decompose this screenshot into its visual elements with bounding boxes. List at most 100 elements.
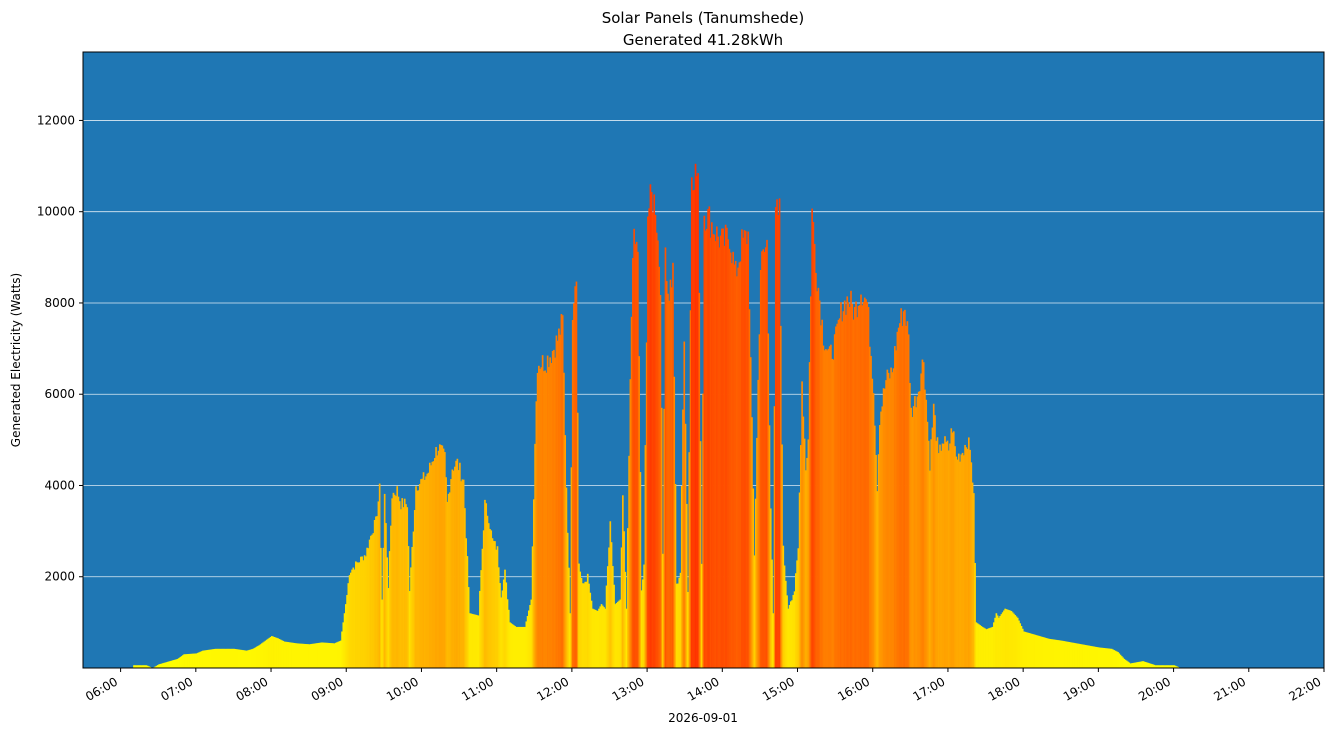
power-bar: [586, 573, 589, 668]
power-bar: [941, 443, 944, 668]
power-bar: [284, 641, 287, 668]
power-bar: [232, 648, 234, 668]
power-bar: [911, 417, 914, 668]
power-bar: [751, 417, 753, 668]
power-bar: [439, 444, 441, 668]
x-tick-label: 16:00: [835, 674, 872, 703]
power-bar: [827, 348, 830, 668]
power-bar: [353, 569, 356, 668]
power-bar: [273, 636, 276, 668]
power-bar: [1128, 662, 1131, 668]
power-bar: [571, 319, 574, 668]
power-bar: [821, 319, 823, 668]
power-bar: [355, 561, 357, 668]
power-bar: [496, 546, 499, 668]
power-bar: [342, 622, 345, 668]
power-bar: [1124, 659, 1127, 668]
power-bar: [222, 648, 224, 668]
power-bar: [974, 563, 976, 668]
power-bar: [454, 466, 456, 668]
power-bar: [301, 643, 303, 668]
power-bar: [822, 345, 825, 668]
power-bar: [914, 396, 916, 668]
power-bar: [1133, 662, 1136, 668]
power-bar: [871, 378, 874, 668]
power-bar: [792, 594, 795, 668]
power-bar: [707, 208, 709, 669]
power-bar: [611, 566, 614, 668]
power-bar: [1159, 665, 1162, 668]
power-bar: [168, 661, 170, 668]
power-bar: [398, 501, 401, 668]
power-bar: [383, 493, 386, 668]
power-bar: [995, 613, 998, 668]
power-bar: [1045, 638, 1048, 668]
power-bar: [830, 344, 832, 668]
power-bar: [420, 479, 422, 668]
power-bar: [460, 481, 462, 668]
power-bar: [423, 479, 426, 668]
power-bar: [729, 252, 732, 668]
power-bar: [380, 547, 382, 668]
power-bar: [144, 665, 147, 668]
power-bar: [1147, 662, 1149, 668]
power-bar: [467, 587, 470, 668]
x-tick-label: 20:00: [1136, 674, 1173, 703]
power-bar: [533, 499, 535, 668]
power-bar: [956, 459, 959, 668]
power-bar: [550, 363, 553, 668]
power-bar: [717, 236, 719, 668]
power-bar: [1041, 636, 1044, 668]
power-bar: [568, 567, 570, 668]
power-bar: [405, 504, 407, 668]
power-bar: [259, 644, 262, 668]
power-bar: [625, 608, 628, 668]
power-bar: [802, 416, 805, 668]
x-tick-label: 06:00: [83, 674, 120, 703]
power-bar: [716, 226, 718, 668]
power-bar: [299, 643, 302, 668]
power-bar: [262, 642, 264, 668]
power-bar: [517, 626, 520, 668]
power-bar: [906, 321, 909, 668]
power-bar: [860, 294, 862, 668]
power-bar: [634, 244, 637, 668]
power-bar: [173, 659, 175, 668]
power-bar: [1050, 639, 1053, 668]
power-bar: [267, 638, 269, 668]
power-bar: [767, 333, 770, 668]
power-bar: [538, 365, 540, 668]
power-bar: [763, 251, 766, 668]
power-bar: [870, 355, 872, 668]
power-bar: [516, 626, 519, 668]
power-bar: [1103, 648, 1106, 668]
power-bar: [480, 570, 483, 668]
power-bar: [469, 613, 471, 668]
power-bar: [343, 613, 346, 668]
power-bar: [826, 350, 828, 668]
power-bar: [1025, 632, 1028, 668]
power-bar: [803, 438, 806, 668]
power-bar: [1021, 628, 1024, 668]
power-bar: [980, 626, 983, 668]
power-bar: [494, 541, 496, 668]
power-bar: [358, 562, 361, 668]
power-bar: [978, 624, 980, 668]
power-bar: [254, 647, 257, 668]
power-bar: [885, 380, 887, 668]
power-bar: [868, 346, 871, 668]
power-bar: [865, 299, 867, 668]
power-bar: [970, 462, 973, 668]
power-bar: [924, 389, 926, 668]
power-bar: [431, 461, 434, 668]
power-bar: [266, 639, 268, 668]
power-bar: [464, 508, 466, 668]
power-bar: [370, 535, 372, 668]
power-bar: [900, 308, 902, 668]
power-bar: [1125, 660, 1128, 668]
power-bar: [477, 615, 480, 668]
power-bar: [1156, 665, 1158, 668]
power-bar: [316, 643, 318, 668]
power-bar: [776, 199, 778, 668]
